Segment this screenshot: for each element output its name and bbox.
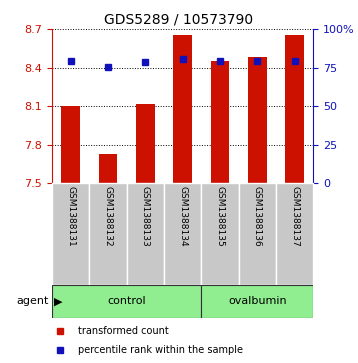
Text: GSM1388131: GSM1388131 — [66, 186, 75, 247]
Text: percentile rank within the sample: percentile rank within the sample — [78, 345, 243, 355]
Bar — [164, 183, 201, 285]
Text: transformed count: transformed count — [78, 326, 169, 336]
Text: GDS5289 / 10573790: GDS5289 / 10573790 — [105, 13, 253, 27]
Bar — [201, 285, 313, 318]
Text: agent: agent — [16, 296, 48, 306]
Text: control: control — [107, 296, 146, 306]
Bar — [136, 103, 155, 183]
Bar — [52, 183, 89, 285]
Text: GSM1388133: GSM1388133 — [141, 186, 150, 247]
Text: GSM1388135: GSM1388135 — [216, 186, 224, 247]
Text: ▶: ▶ — [54, 296, 62, 306]
Text: ovalbumin: ovalbumin — [228, 296, 286, 306]
Bar — [173, 36, 192, 183]
Bar — [211, 61, 229, 183]
Bar — [89, 183, 127, 285]
Bar — [201, 183, 238, 285]
Text: GSM1388136: GSM1388136 — [253, 186, 262, 247]
Text: GSM1388137: GSM1388137 — [290, 186, 299, 247]
Bar — [98, 154, 117, 183]
Bar — [285, 36, 304, 183]
Text: GSM1388134: GSM1388134 — [178, 186, 187, 247]
Bar — [276, 183, 313, 285]
Text: GSM1388132: GSM1388132 — [103, 186, 112, 247]
Bar — [52, 285, 201, 318]
Bar — [248, 57, 267, 183]
Bar — [127, 183, 164, 285]
Bar — [61, 106, 80, 183]
Bar — [238, 183, 276, 285]
